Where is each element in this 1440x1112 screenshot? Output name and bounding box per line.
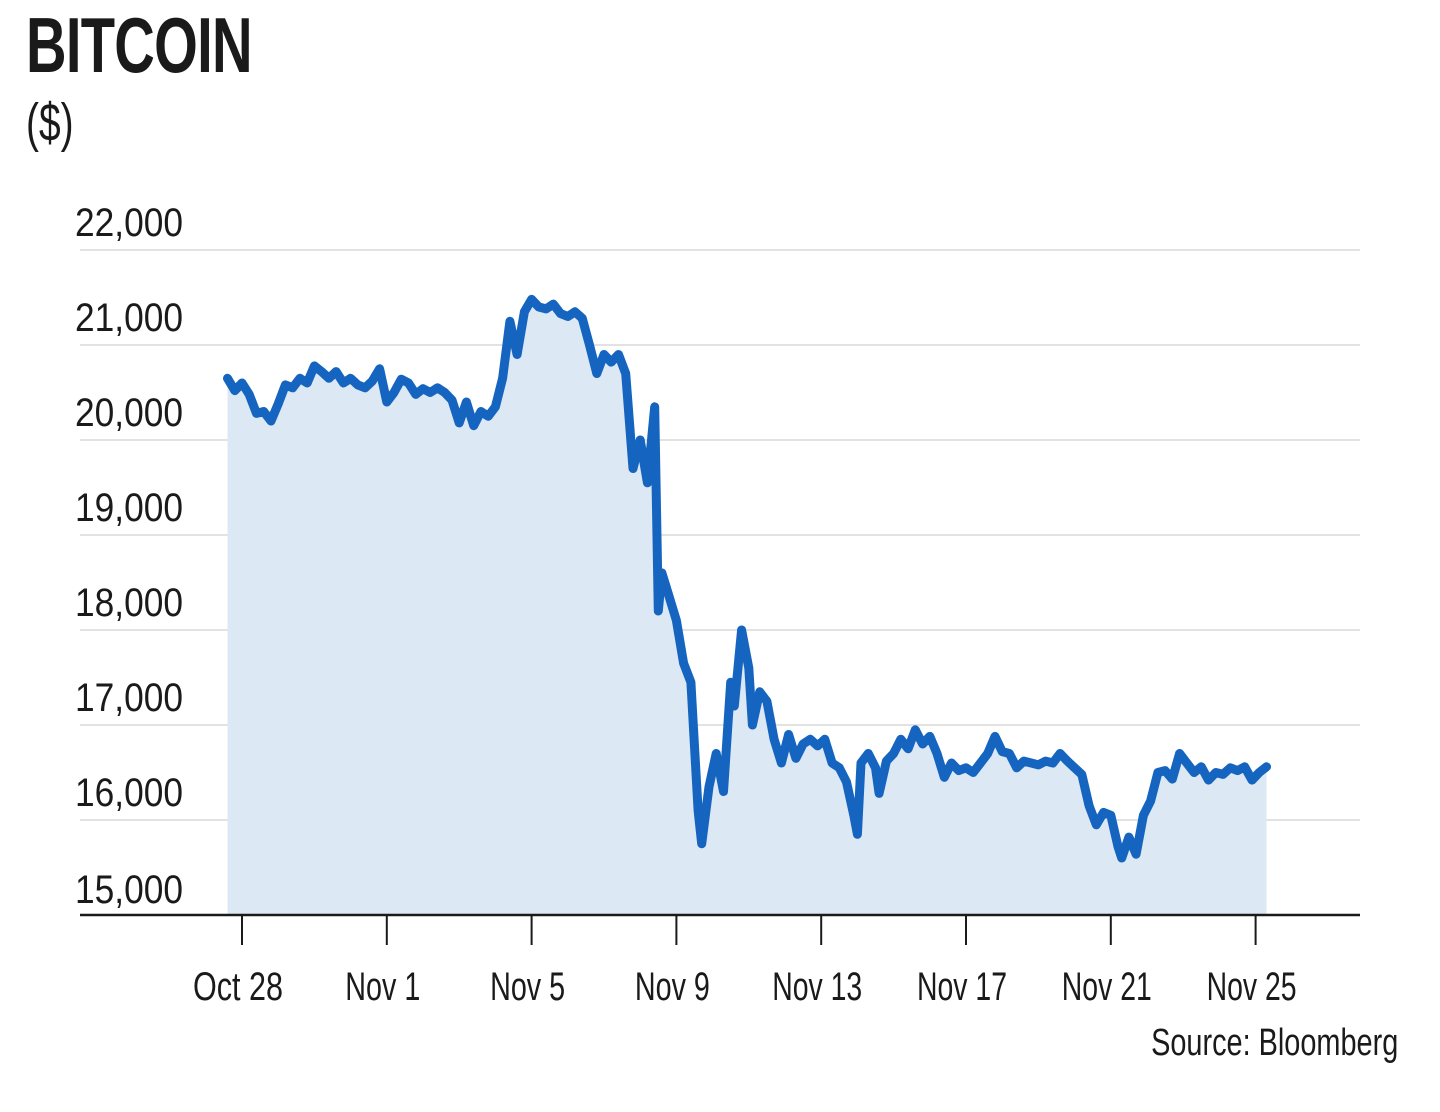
y-tick-label: 22,000 [75,201,183,245]
x-tick-label: Nov 25 [1207,965,1297,1009]
source-note: Source: Bloomberg [1150,1022,1398,1064]
x-tick-label: Nov 9 [635,965,710,1009]
x-tick-label: Nov 21 [1062,965,1152,1009]
y-tick-label: 17,000 [75,676,183,720]
chart-title: BITCOIN [26,1,253,89]
price-area [227,299,1267,915]
y-tick-label: 15,000 [75,868,183,912]
chart-unit-label: ($) [26,93,74,153]
x-tick-label: Nov 17 [917,965,1007,1009]
x-tick-label: Oct 28 [193,965,283,1009]
price-series-line [223,294,1271,863]
x-tick-label: Nov 1 [345,965,420,1009]
y-tick-label: 21,000 [75,296,183,340]
y-tick-label: 20,000 [75,391,183,435]
price-line [223,294,1271,863]
price-area-fill [227,299,1267,915]
x-axis: Oct 28 Nov 1 Nov 5 Nov 9 Nov 13 Nov 17 Nov 21 N… [80,913,1360,1009]
y-tick-label: 16,000 [75,771,183,815]
y-tick-label: 18,000 [75,581,183,625]
x-tick-label: Nov 13 [772,965,862,1009]
y-axis: 22,000 21,000 20,000 19,000 18,000 17,000 16,0… [75,201,183,912]
y-tick-label: 19,000 [75,486,183,530]
x-tick-label: Nov 5 [490,965,565,1009]
